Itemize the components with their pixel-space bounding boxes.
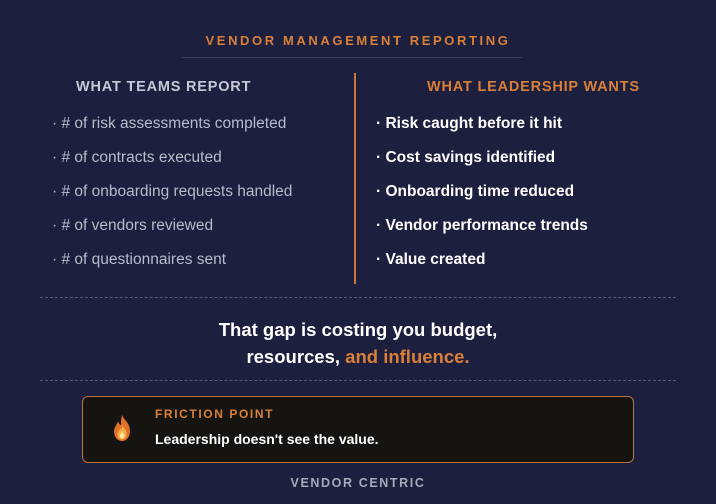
friction-point-callout: FRICTION POINT Leadership doesn't see th… [82, 396, 634, 463]
teams-report-list: · # of risk assessments completed · # of… [52, 115, 292, 285]
brand-footer: VENDOR CENTRIC [290, 476, 426, 490]
gap-message-start: resources, [246, 346, 346, 367]
list-item: · # of contracts executed [52, 149, 222, 166]
title-rule [182, 57, 522, 58]
column-divider [354, 73, 356, 284]
teams-report-heading: WHAT TEAMS REPORT [76, 79, 252, 95]
list-item: · # of questionnaires sent [52, 251, 227, 268]
gap-message: That gap is costing you budget, resource… [0, 316, 716, 370]
flame-icon [114, 415, 130, 441]
list-item: · Risk caught before it hit [376, 115, 563, 132]
gap-message-accent: and influence. [345, 346, 470, 367]
list-item: · Vendor performance trends [376, 217, 588, 234]
callout-text: Leadership doesn't see the value. [155, 431, 379, 447]
page-title: VENDOR MANAGEMENT REPORTING [205, 33, 511, 48]
callout-label: FRICTION POINT [155, 407, 275, 421]
list-item: · # of onboarding requests handled [52, 183, 293, 200]
list-item: · # of risk assessments completed [52, 115, 287, 132]
gap-message-line-2: resources, and influence. [0, 343, 716, 370]
leadership-wants-heading: WHAT LEADERSHIP WANTS [427, 79, 640, 95]
dashed-divider [40, 380, 676, 381]
list-item: · Cost savings identified [376, 149, 556, 166]
dashed-divider [40, 297, 676, 298]
gap-message-line-1: That gap is costing you budget, [218, 319, 498, 340]
list-item: · # of vendors reviewed [52, 217, 214, 234]
leadership-wants-list: · Risk caught before it hit · Cost savin… [376, 115, 588, 285]
list-item: · Onboarding time reduced [376, 183, 575, 200]
list-item: · Value created [376, 251, 486, 268]
